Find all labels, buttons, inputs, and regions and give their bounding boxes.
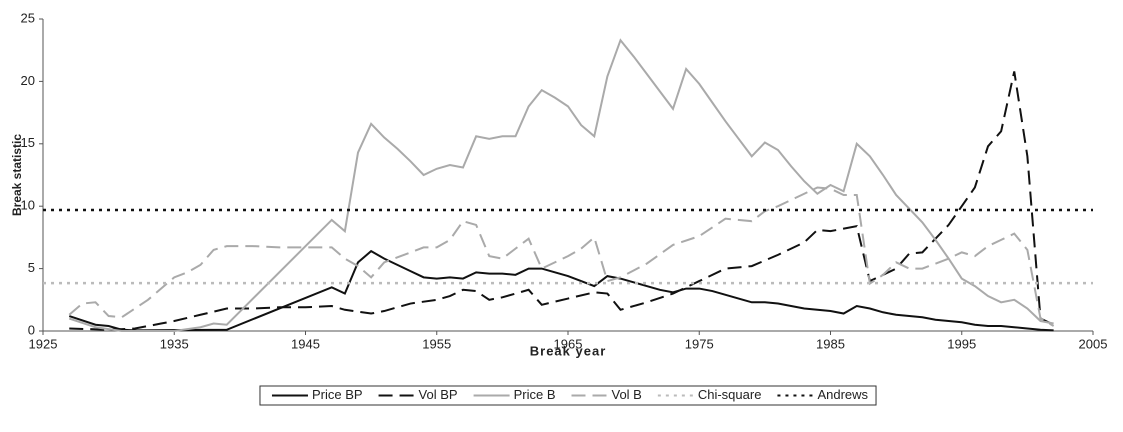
x-tick-label: 1935 xyxy=(160,336,189,351)
legend-label: Price BP xyxy=(312,387,363,402)
y-tick-label: 10 xyxy=(21,198,35,213)
legend-label: Vol BP xyxy=(419,387,458,402)
series-line xyxy=(68,249,1054,332)
legend-label: Price B xyxy=(514,387,556,402)
legend-label: Chi-square xyxy=(698,387,762,402)
x-tick-label: 1955 xyxy=(422,336,451,351)
legend-label: Andrews xyxy=(817,387,868,402)
x-tick-label: 1945 xyxy=(291,336,320,351)
series-line xyxy=(68,38,1054,332)
y-tick-label: 5 xyxy=(28,260,35,275)
x-axis-label: Break year xyxy=(530,343,607,358)
x-tick-label: 1925 xyxy=(29,336,58,351)
x-tick-label: 1965 xyxy=(554,336,583,351)
y-tick-label: 0 xyxy=(28,322,35,337)
x-tick-label: 1975 xyxy=(685,336,714,351)
legend-label: Vol B xyxy=(611,387,641,402)
x-tick-label: 1995 xyxy=(947,336,976,351)
y-tick-label: 25 xyxy=(21,10,35,25)
y-tick-label: 20 xyxy=(21,73,35,88)
y-axis-label: Break statistic xyxy=(10,134,24,216)
series-line xyxy=(69,71,1055,331)
x-tick-label: 1985 xyxy=(816,336,845,351)
series-line xyxy=(68,186,1055,327)
y-tick-label: 15 xyxy=(21,135,35,150)
x-tick-label: 2005 xyxy=(1079,336,1108,351)
legend xyxy=(259,385,877,406)
